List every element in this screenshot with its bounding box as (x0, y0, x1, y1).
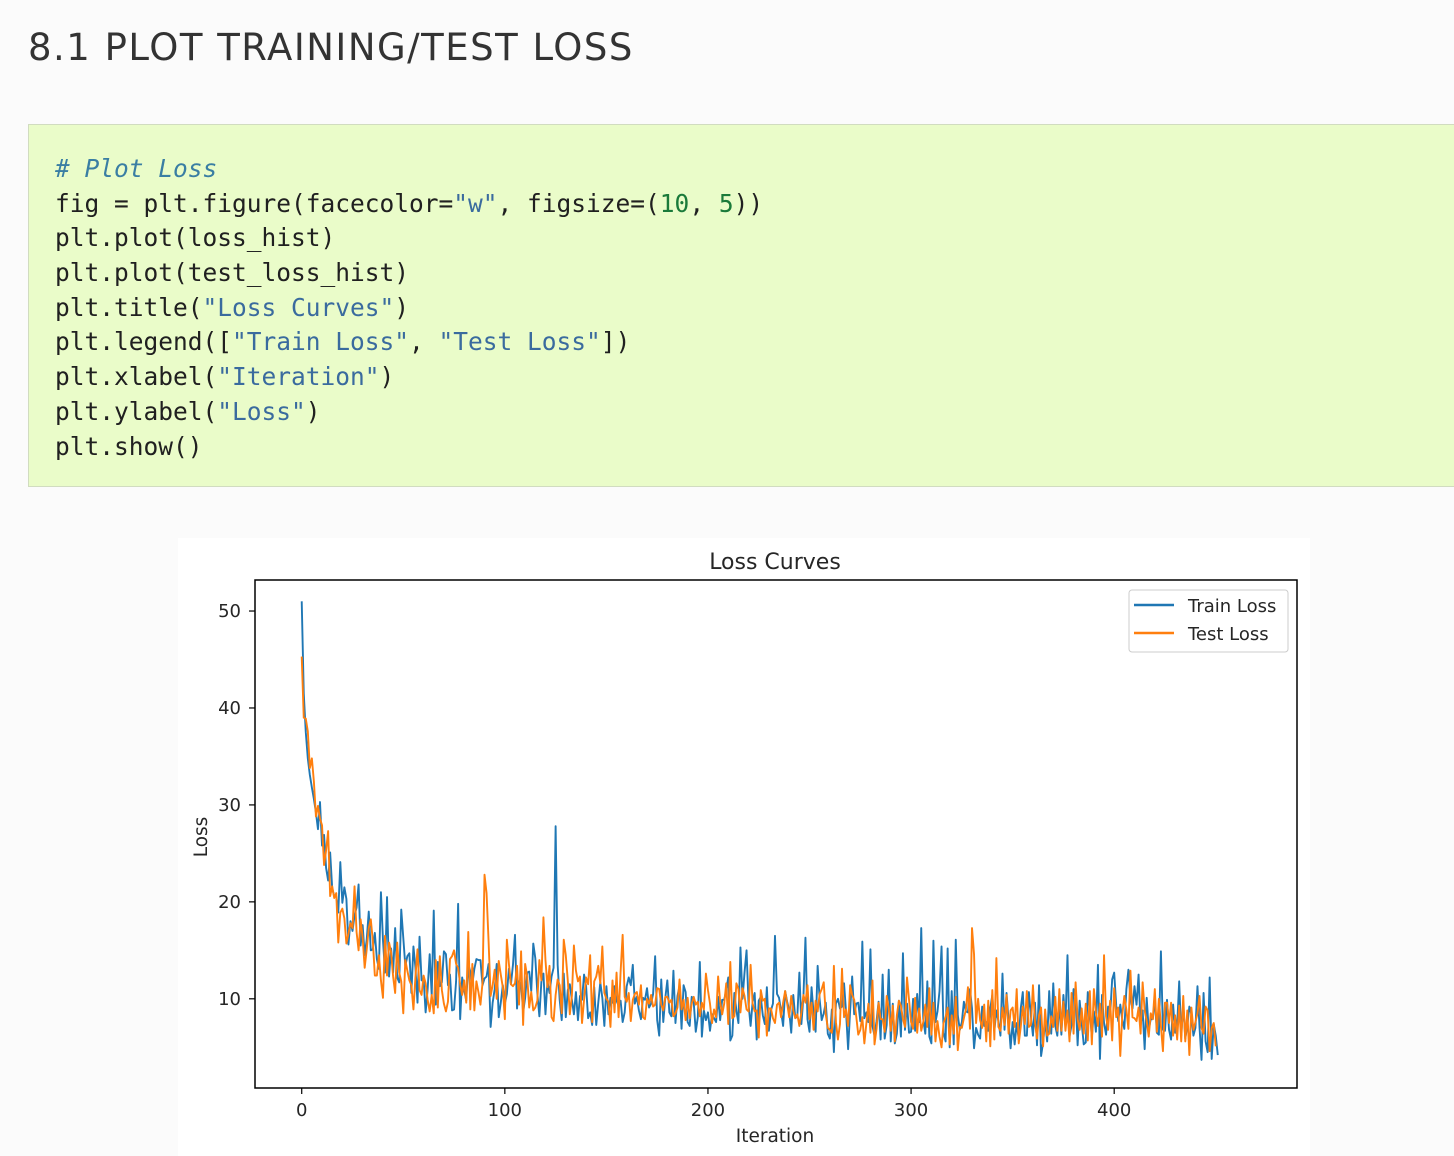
y-tick-label: 10 (218, 989, 241, 1010)
y-axis-label: Loss (191, 817, 212, 858)
section-title: 8.1 PLOT TRAINING/TEST LOSS (28, 26, 634, 69)
code-token-plain: plt.show() (55, 431, 203, 461)
code-token-plain: , (689, 188, 719, 218)
code-line: plt.show() (55, 430, 763, 465)
code-line: # Plot Loss (55, 152, 763, 187)
code-token-string: "Train Loss" (232, 327, 410, 357)
x-axis-label: Iteration (736, 1126, 814, 1147)
code-line: plt.ylabel("Loss") (55, 395, 763, 430)
plot-area: 0 100 200 300 400 10 20 30 40 50 (218, 579, 1298, 1121)
figure-output: Loss Curves Loss Iteration 0 100 200 300 400… (178, 538, 1310, 1156)
legend-label-train: Train Loss (1187, 596, 1276, 617)
code-token-comment: # Plot Loss (55, 154, 218, 183)
code-token-string: "Loss" (217, 396, 306, 426)
x-tick-label: 200 (691, 1100, 725, 1121)
code-line: plt.plot(loss_hist) (55, 221, 763, 256)
legend: Train Loss Test Loss (1128, 589, 1289, 653)
code-token-plain: plt.xlabel( (55, 362, 218, 392)
loss-curves-chart: Loss Curves Loss Iteration 0 100 200 300 400… (191, 550, 1298, 1147)
code-token-plain: plt.plot(test_loss_hist) (55, 258, 410, 288)
y-tick-label: 50 (218, 601, 241, 622)
legend-label-test: Test Loss (1187, 624, 1269, 645)
code-token-plain: plt.ylabel( (55, 396, 218, 426)
y-tick-label: 20 (218, 892, 241, 913)
code-token-plain: ) (379, 362, 395, 392)
code-token-plain: , figsize=( (497, 188, 660, 218)
code-token-string: "Iteration" (217, 362, 380, 392)
code-token-string: "Test Loss" (438, 327, 601, 357)
code-line: plt.plot(test_loss_hist) (55, 256, 763, 291)
code-token-plain: ) (305, 396, 321, 426)
code-token-plain: )) (733, 188, 764, 218)
code-token-string: "w" (453, 188, 498, 218)
x-tick-label: 400 (1097, 1100, 1131, 1121)
code-line: plt.xlabel("Iteration") (55, 360, 763, 395)
code-line: fig = plt.figure(facecolor="w", figsize=… (55, 187, 763, 222)
code-token-plain: plt.title( (55, 292, 203, 322)
code-token-plain: plt.legend([ (55, 327, 233, 357)
code-token-plain: fig = plt.figure(facecolor= (55, 188, 454, 218)
code-token-plain: plt.plot(loss_hist) (55, 223, 336, 253)
y-tick-label: 30 (218, 795, 241, 816)
code-line: plt.title("Loss Curves") (55, 291, 763, 326)
code-token-plain: ]) (600, 327, 631, 357)
test-loss-line (300, 656, 1217, 1057)
y-tick-label: 40 (218, 698, 241, 719)
code-token-number: 10 (659, 188, 690, 218)
code-token-plain: ) (394, 292, 410, 322)
code-lines[interactable]: # Plot Loss fig = plt.figure(facecolor="w… (55, 152, 763, 464)
code-line: plt.legend(["Train Loss", "Test Loss"]) (55, 325, 763, 360)
code-token-plain: , (409, 327, 439, 357)
x-tick-label: 0 (296, 1100, 307, 1121)
code-token-number: 5 (718, 188, 734, 218)
code-token-string: "Loss Curves" (202, 292, 395, 322)
axes-frame (254, 579, 1298, 1089)
chart-title: Loss Curves (709, 550, 841, 575)
x-tick-label: 100 (488, 1100, 522, 1121)
code-cell[interactable]: # Plot Loss fig = plt.figure(facecolor="w… (28, 124, 1454, 487)
x-tick-label: 300 (894, 1100, 928, 1121)
